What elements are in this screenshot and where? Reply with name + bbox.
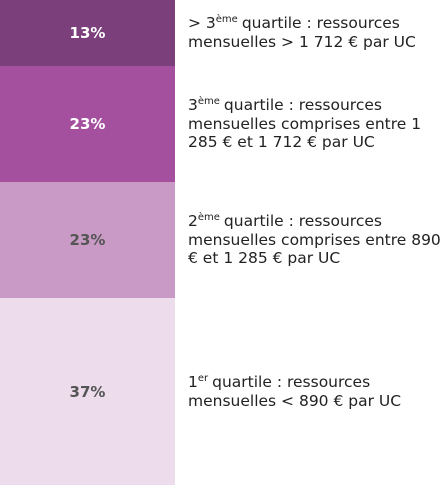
label-sup: ème xyxy=(197,212,220,223)
category-label: 2ème quartile : ressources mensuelles com… xyxy=(188,182,444,298)
label-prefix: 1 xyxy=(188,373,198,391)
label-text: 2ème quartile : ressources mensuelles com… xyxy=(188,212,444,268)
label-prefix: 3 xyxy=(188,95,198,114)
label-sup: ème xyxy=(197,95,220,107)
label-text: > 3ème quartile : ressources mensuelles >… xyxy=(188,14,444,51)
category-label: 3ème quartile : ressources mensuelles com… xyxy=(188,66,444,182)
value-label: 37% xyxy=(69,382,106,401)
bar-segment: 37% xyxy=(0,298,175,485)
value-label: 23% xyxy=(69,114,106,133)
bar-segment: 23% xyxy=(0,65,175,182)
label-prefix: > 3 xyxy=(188,14,216,33)
label-text: 1er quartile : ressources mensuelles < 89… xyxy=(188,373,444,410)
label-body: quartile : ressources mensuelles < 890 €… xyxy=(188,373,402,410)
label-body: quartile : ressources mensuelles compris… xyxy=(188,212,441,268)
label-prefix: 2 xyxy=(188,212,198,231)
label-sup: er xyxy=(197,372,209,384)
bar-segment: 23% xyxy=(0,181,175,299)
bar-segment: 13% xyxy=(0,0,175,66)
label-sup: ème xyxy=(215,14,238,26)
label-text: 3ème quartile : ressources mensuelles com… xyxy=(188,96,444,152)
value-label: 13% xyxy=(69,23,106,42)
label-body: quartile : ressources mensuelles > 1 712… xyxy=(188,14,416,51)
label-body: quartile : ressources mensuelles compris… xyxy=(188,95,422,152)
category-label: > 3ème quartile : ressources mensuelles >… xyxy=(188,0,444,66)
category-label: 1er quartile : ressources mensuelles < 89… xyxy=(188,298,444,485)
value-label: 23% xyxy=(69,230,106,249)
